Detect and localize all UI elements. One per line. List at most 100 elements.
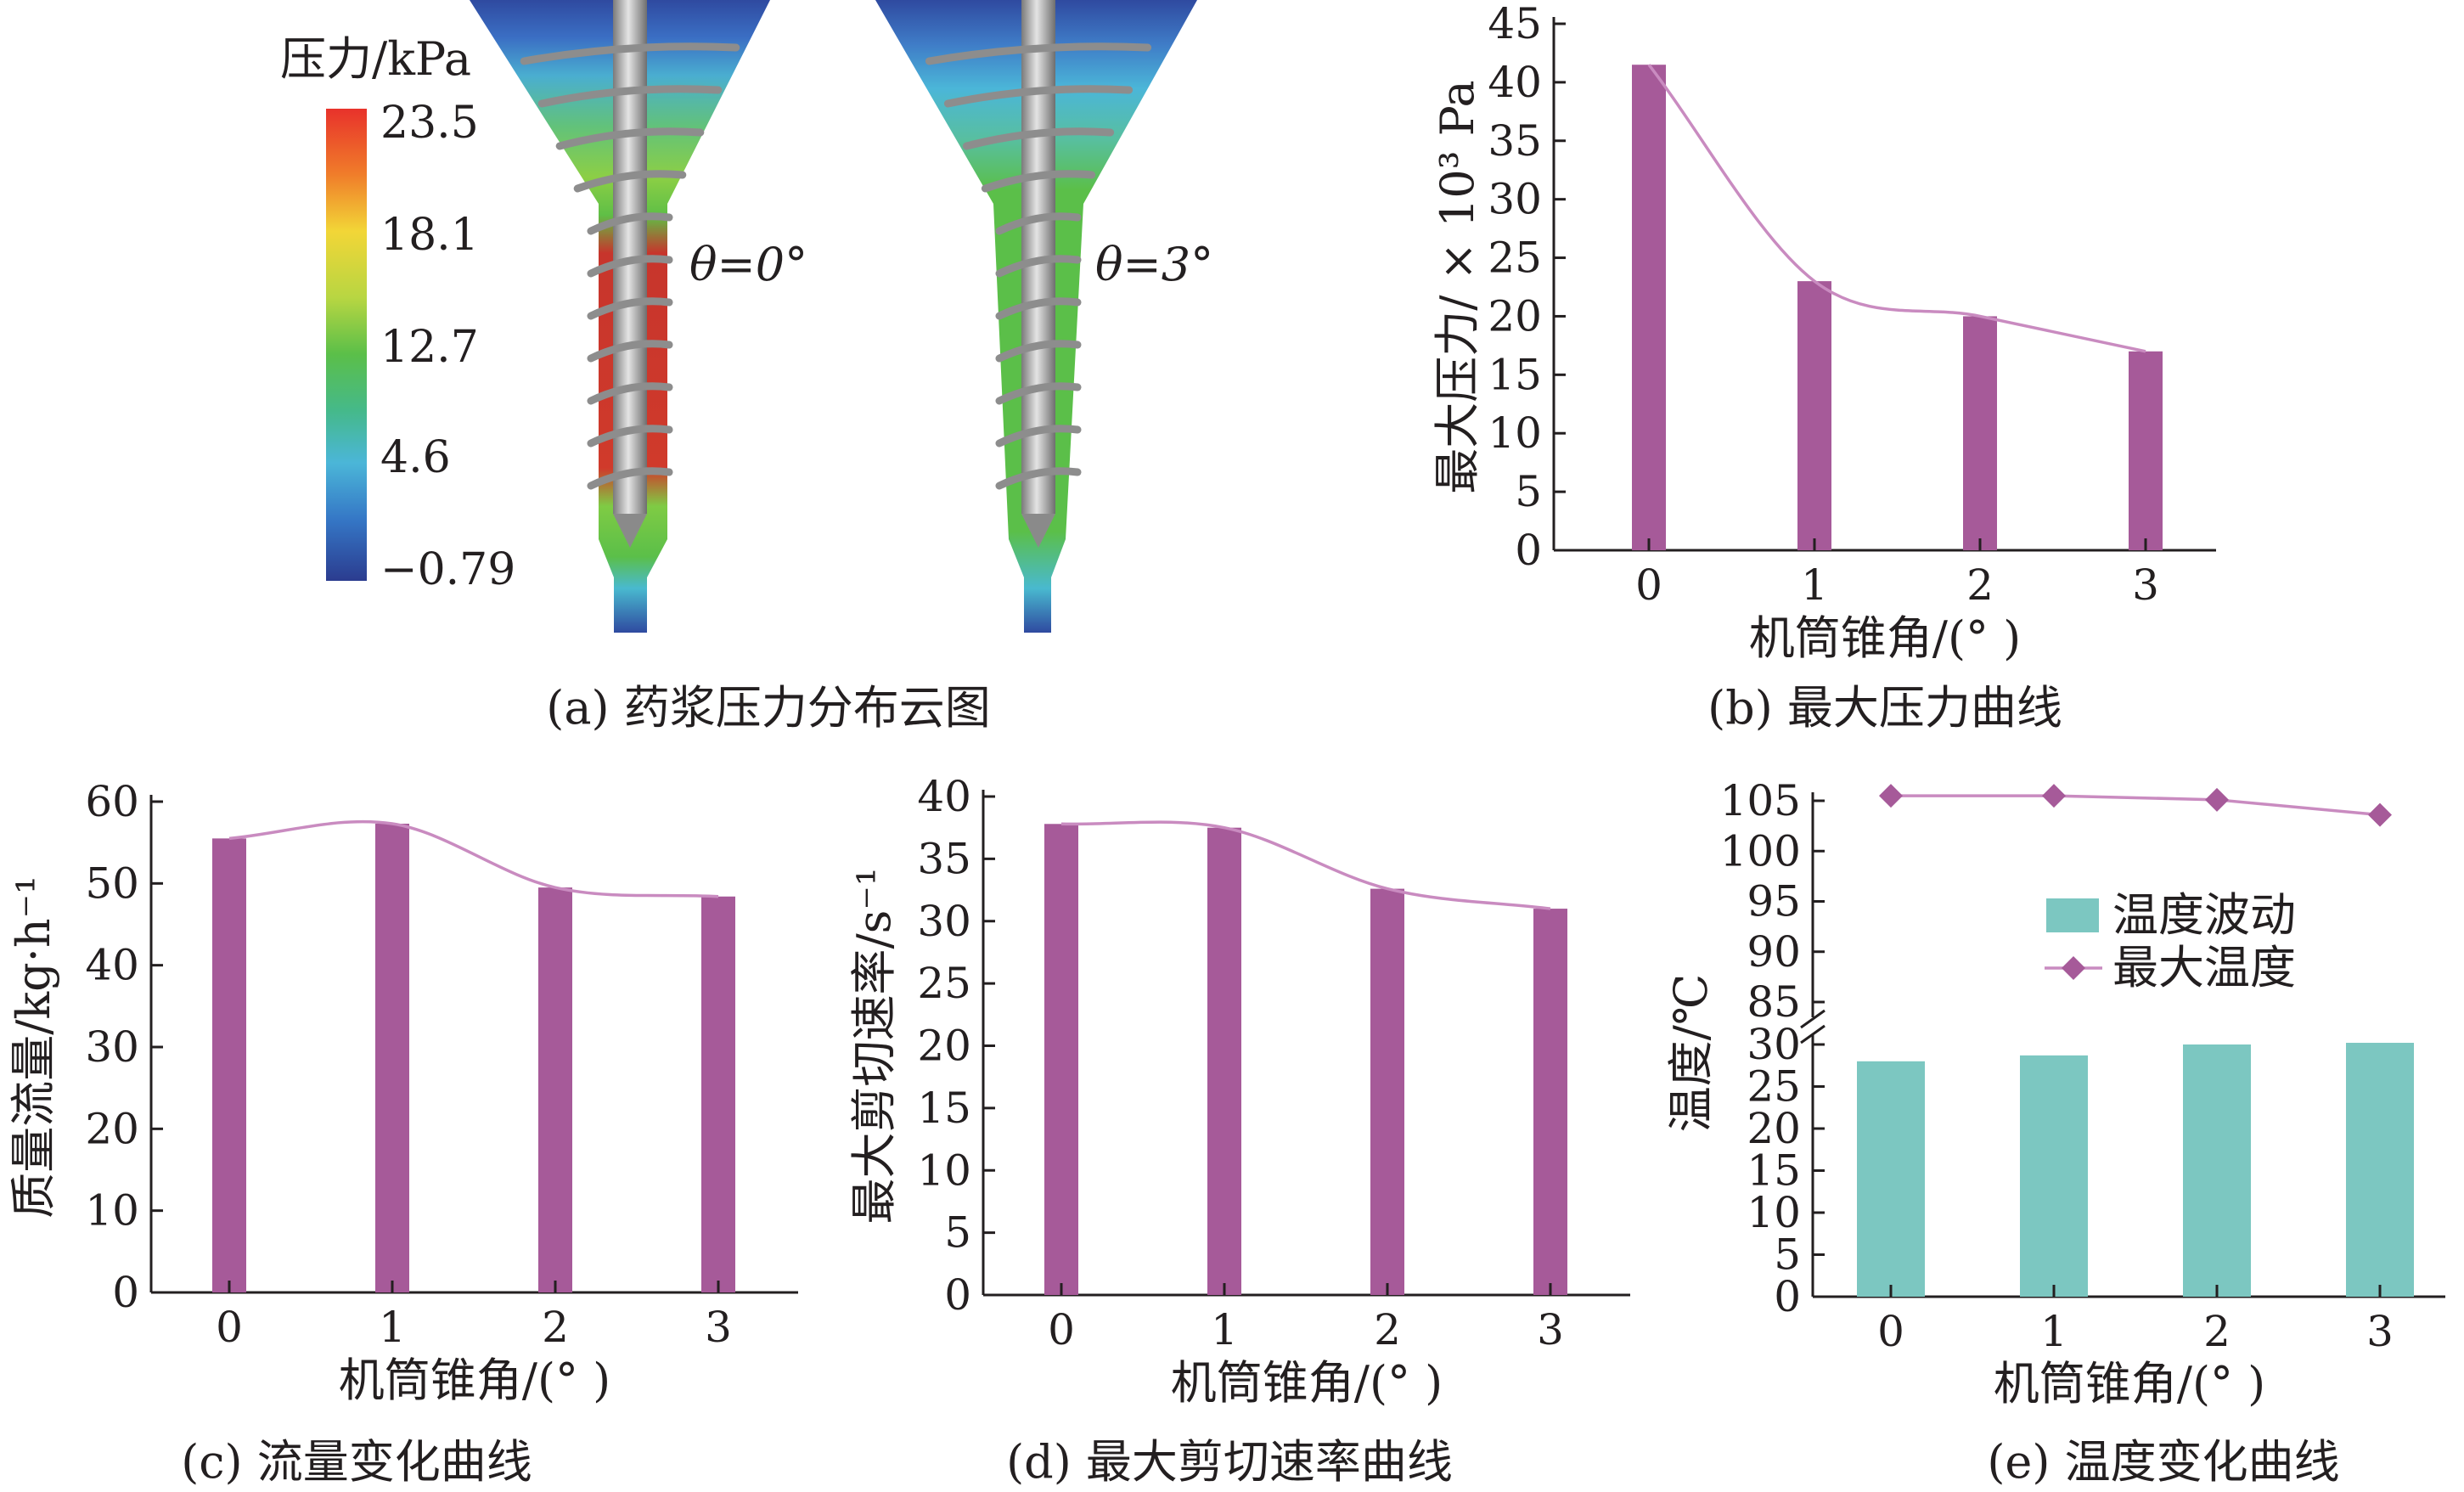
theta-label-left: θ=0° (689, 238, 807, 291)
y-tick-label: 85 (1747, 977, 1801, 1027)
y-tick-label: 50 (85, 859, 139, 908)
y-tick-label: 30 (1488, 175, 1542, 224)
y-tick-label: 35 (1488, 116, 1542, 166)
simulation-theta-3: θ=3° (875, 0, 1213, 633)
max-temperature-line (1891, 794, 2381, 817)
y-tick-label: 40 (85, 941, 139, 990)
panel-d-max-shear-rate-chart: 0 5 10 15 20 25 30 35 40 0 1 2 3 机筒锥角/(° ) 最大剪切速率/s⁻¹ (… (847, 772, 1630, 1489)
colorbar-tick-min: −0.79 (380, 544, 515, 595)
screw-flight (587, 467, 673, 490)
x-axis-label: 机筒锥角/(° ) (339, 1354, 611, 1407)
x-axis-label: 机筒锥角/(° ) (1749, 611, 2022, 665)
screw-flight (995, 340, 1082, 363)
screw-flight (995, 382, 1082, 405)
bar (1963, 316, 1997, 550)
screw-flight (573, 170, 687, 193)
trend-curve (228, 819, 719, 898)
x-tick-label: 0 (1877, 1307, 1904, 1356)
bar (2129, 351, 2163, 550)
colorbar-tick-3: 12.7 (380, 322, 479, 373)
screw-flight (995, 467, 1082, 490)
chart-caption: (d) 最大剪切速率曲线 (1006, 1435, 1453, 1489)
legend-label-line: 最大温度 (2112, 941, 2296, 994)
y-tick-label: 10 (1747, 1188, 1801, 1237)
x-tick-label: 1 (1211, 1305, 1238, 1354)
x-tick-label: 2 (2203, 1307, 2231, 1356)
y-tick-label: 60 (85, 777, 139, 826)
screw-flight (995, 425, 1082, 448)
y-tick-label: 20 (1747, 1104, 1801, 1153)
x-tick-label: 0 (1635, 560, 1662, 610)
y-tick-label: 105 (1720, 776, 1801, 825)
bar (375, 824, 409, 1292)
screw-flight (981, 170, 1096, 193)
screw-flight (587, 340, 673, 363)
legend-swatch-bar (2046, 898, 2099, 932)
bar (1533, 909, 1567, 1295)
bar (1207, 827, 1241, 1295)
trend-curve (1647, 64, 2146, 353)
screw-tip-right (1021, 514, 1055, 548)
y-tick-label: 15 (917, 1084, 971, 1133)
panel-c-mass-flow-chart: 0 10 20 30 40 50 60 0 1 2 3 机筒锥角/(° ) 质量流量/kg·h⁻¹ (c)… (7, 777, 798, 1489)
y-tick-label: 0 (944, 1270, 971, 1320)
y-tick-label: 30 (917, 897, 971, 946)
bar (2346, 1043, 2414, 1297)
theta-label-right: θ=3° (1095, 238, 1213, 291)
x-tick-label: 3 (705, 1303, 732, 1352)
bar (538, 887, 572, 1292)
y-axis-label: 最大压力/ × 10³ Pa (1431, 80, 1484, 493)
y-tick-label: 10 (917, 1146, 971, 1195)
panel-b-max-pressure-chart: 0 5 10 15 20 25 30 35 40 45 0 1 2 3 机筒锥角/(° ) 最大压力/ × 1… (1431, 0, 2216, 735)
x-tick-label: 0 (1048, 1305, 1075, 1354)
max-temperature-marker (2205, 787, 2229, 812)
screw-flight (995, 212, 1082, 235)
x-tick-label: 3 (1537, 1305, 1564, 1354)
y-tick-label: 15 (1747, 1146, 1801, 1196)
bar (1632, 65, 1666, 550)
x-tick-label: 0 (216, 1303, 243, 1352)
bar (1857, 1061, 1925, 1297)
x-axis-label: 机筒锥角/(° ) (1994, 1357, 2266, 1410)
bar (212, 838, 246, 1292)
x-tick-label: 2 (1966, 560, 1994, 610)
screw-flight (587, 212, 673, 235)
y-tick-label: 40 (1488, 58, 1542, 107)
y-tick-label: 0 (1515, 526, 1542, 575)
y-tick-label: 35 (917, 834, 971, 883)
y-tick-label: 5 (1774, 1230, 1801, 1280)
y-tick-label: 15 (1488, 350, 1542, 399)
bar (1797, 281, 1831, 550)
screw-tip-left (613, 514, 647, 548)
screw-flight (520, 42, 740, 65)
y-tick-label: 20 (1488, 291, 1542, 341)
y-tick-label: 40 (917, 772, 971, 821)
screw-flight (587, 382, 673, 405)
y-tick-label: 90 (1747, 927, 1801, 977)
screw-flights-right (925, 42, 1152, 490)
y-axis-label: 最大剪切速率/s⁻¹ (847, 867, 901, 1224)
y-tick-label: 10 (1488, 408, 1542, 458)
max-temperature-marker (2368, 802, 2392, 827)
bar (1370, 888, 1404, 1295)
x-tick-label: 2 (1374, 1305, 1401, 1354)
simulation-theta-0: θ=0° (470, 0, 807, 633)
axis-break-mark (1800, 1024, 1825, 1044)
screw-flight (995, 297, 1082, 320)
axis-break-mark (1800, 1009, 1825, 1029)
colorbar-title: 压力/kPa (280, 32, 471, 86)
y-tick-label: 5 (944, 1208, 971, 1258)
x-tick-label: 1 (2040, 1307, 2067, 1356)
screw-flight (537, 85, 723, 108)
bar (1044, 824, 1078, 1295)
screw-flight (962, 127, 1115, 150)
y-tick-label: 30 (85, 1022, 139, 1072)
colorbar (326, 109, 367, 581)
colorbar-tick-max: 23.5 (380, 98, 479, 149)
legend-label-bar: 温度波动 (2112, 888, 2296, 942)
bar (701, 896, 735, 1292)
y-axis-label: 质量流量/kg·h⁻¹ (7, 875, 60, 1219)
y-tick-label: 45 (1488, 0, 1542, 48)
y-tick-label: 10 (85, 1186, 139, 1236)
